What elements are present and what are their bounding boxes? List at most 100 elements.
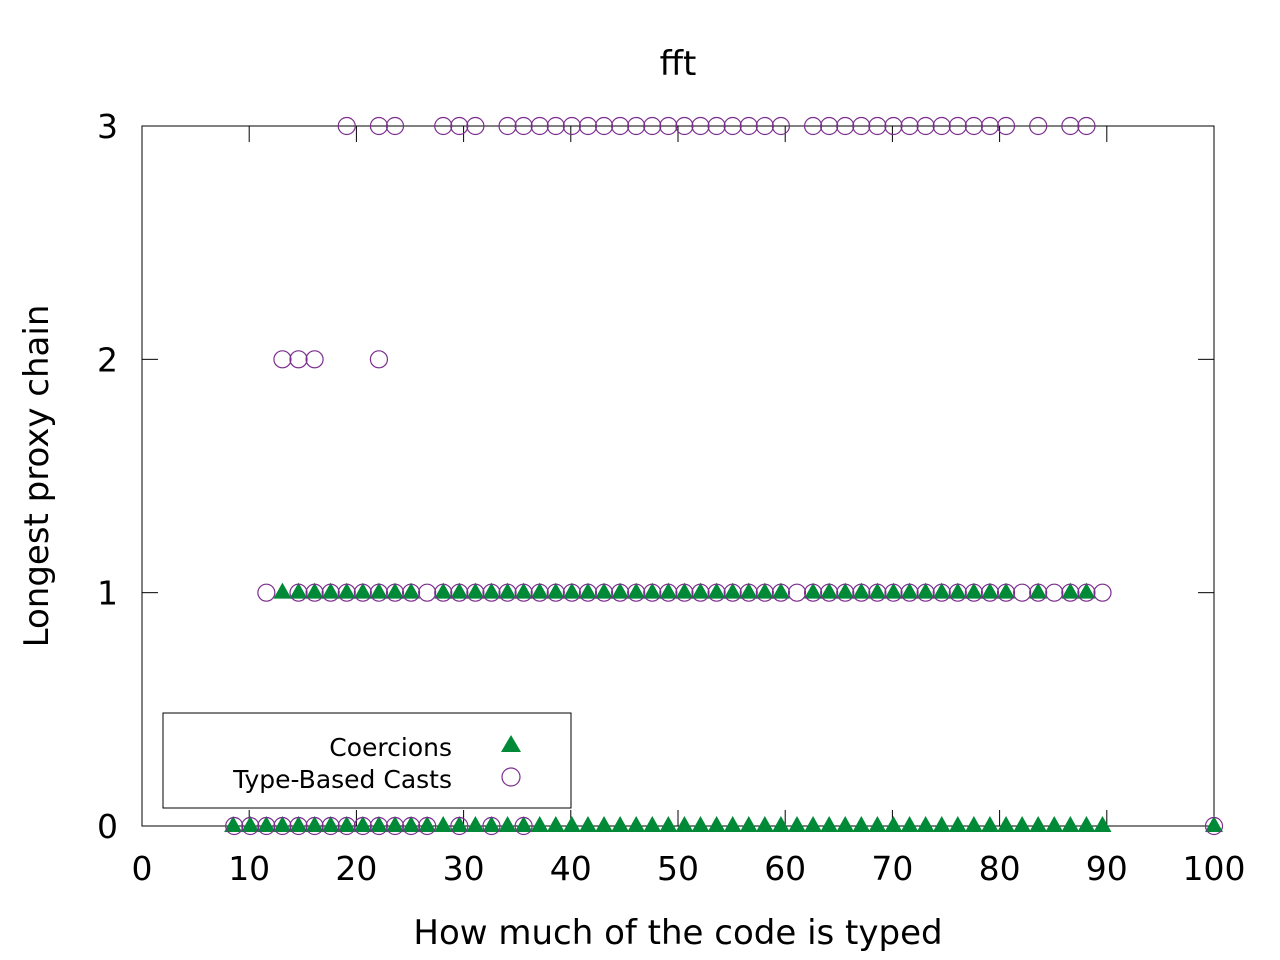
coercions-point <box>964 582 983 599</box>
x-tick-label: 90 <box>1086 849 1128 888</box>
coercions-point <box>337 816 356 832</box>
type-based-casts-point <box>546 116 565 136</box>
type-based-casts-point <box>1093 583 1112 602</box>
coercions-point <box>836 816 855 832</box>
x-tick-label: 10 <box>228 849 270 888</box>
type-based-casts-point <box>385 116 405 136</box>
coercions-point <box>337 582 356 599</box>
type-based-casts-point <box>996 583 1016 602</box>
coercions-point <box>804 816 823 832</box>
coercions-point <box>402 816 421 832</box>
coercions-point <box>418 816 437 832</box>
coercions-point <box>369 582 388 599</box>
type-based-casts-point <box>337 583 356 602</box>
x-tick-label: 50 <box>657 849 699 888</box>
coercions-point <box>691 582 710 599</box>
coercions-point <box>595 582 614 599</box>
coercions-point <box>321 582 340 599</box>
y-axis-label: Longest proxy chain <box>17 305 57 648</box>
type-based-casts-point <box>530 116 549 136</box>
type-based-casts-point <box>401 816 421 836</box>
coercions-point <box>980 816 999 832</box>
type-based-casts-point <box>466 116 485 136</box>
type-based-casts-point <box>305 816 324 836</box>
type-based-casts-point <box>852 583 871 602</box>
coercions-point <box>1045 816 1064 832</box>
type-based-casts-point <box>434 116 453 136</box>
type-based-casts-point <box>289 816 308 836</box>
coercions-point <box>578 816 597 832</box>
coercions-point <box>900 816 919 832</box>
coercions-point <box>707 816 726 832</box>
x-tick-label: 60 <box>764 849 806 888</box>
type-based-casts-point <box>691 116 710 136</box>
type-based-casts-point <box>964 116 983 136</box>
coercions-point <box>546 582 565 599</box>
type-based-casts-point <box>530 583 549 602</box>
coercions-point <box>224 816 243 832</box>
coercions-point <box>562 582 581 599</box>
type-based-casts-point <box>546 583 565 602</box>
x-tick-label: 0 <box>132 849 153 888</box>
coercions-point <box>980 582 999 599</box>
type-based-casts-point <box>707 583 726 602</box>
legend-label-type-based-casts: Type-Based Casts <box>232 765 452 794</box>
coercions-point <box>273 816 292 832</box>
type-based-casts-point <box>659 583 678 602</box>
coercions-point <box>852 582 871 599</box>
type-based-casts-point <box>659 116 678 136</box>
type-based-casts-point <box>369 350 389 369</box>
type-based-casts-point <box>385 816 405 836</box>
coercions-point <box>466 582 485 599</box>
coercions-point <box>434 582 453 599</box>
type-based-casts-point <box>257 583 276 602</box>
coercions-point <box>948 816 967 832</box>
coercions-point <box>257 816 276 832</box>
coercions-point <box>675 816 694 832</box>
y-tick-label: 2 <box>97 340 118 379</box>
type-based-casts-point <box>273 816 292 836</box>
type-based-casts-point <box>289 583 308 602</box>
coercions-point <box>884 816 903 832</box>
type-based-casts-point <box>884 116 903 136</box>
type-based-casts-point <box>1077 116 1096 136</box>
coercions-point <box>530 816 549 832</box>
type-based-casts-point <box>723 116 742 136</box>
type-based-casts-point <box>948 583 967 602</box>
type-based-casts-point <box>868 116 887 136</box>
coercions-point <box>884 582 903 599</box>
type-based-casts-point <box>755 116 774 136</box>
coercions-point <box>1077 816 1096 832</box>
type-based-casts-point <box>418 816 437 836</box>
coercions-point <box>498 582 517 599</box>
coercions-point <box>530 582 549 599</box>
type-based-casts-point <box>787 583 807 602</box>
type-based-casts-point <box>739 583 758 602</box>
coercions-point <box>611 582 630 599</box>
type-based-casts-point <box>803 116 823 136</box>
type-based-casts-point <box>241 816 260 836</box>
type-based-casts-point <box>932 116 951 136</box>
type-based-casts-point <box>594 116 614 136</box>
type-based-casts-point <box>578 116 598 136</box>
type-based-casts-point <box>450 116 469 136</box>
coercions-point <box>916 582 935 599</box>
type-based-casts-point <box>611 583 630 602</box>
coercions-point <box>820 582 839 599</box>
coercions-point <box>1029 582 1048 599</box>
coercions-point <box>997 582 1016 599</box>
coercions-point <box>385 582 404 599</box>
x-tick-label: 100 <box>1183 849 1246 888</box>
type-based-casts-point <box>948 116 967 136</box>
y-tick-label: 3 <box>97 107 118 146</box>
type-based-casts-point <box>418 583 437 602</box>
type-based-casts-point <box>1029 583 1048 602</box>
type-based-casts-point <box>450 816 469 836</box>
type-based-casts-point <box>611 116 630 136</box>
coercions-point <box>450 816 469 832</box>
type-based-casts-point <box>450 583 469 602</box>
series-type-based-casts <box>225 116 1224 836</box>
coercions-point <box>450 582 469 599</box>
